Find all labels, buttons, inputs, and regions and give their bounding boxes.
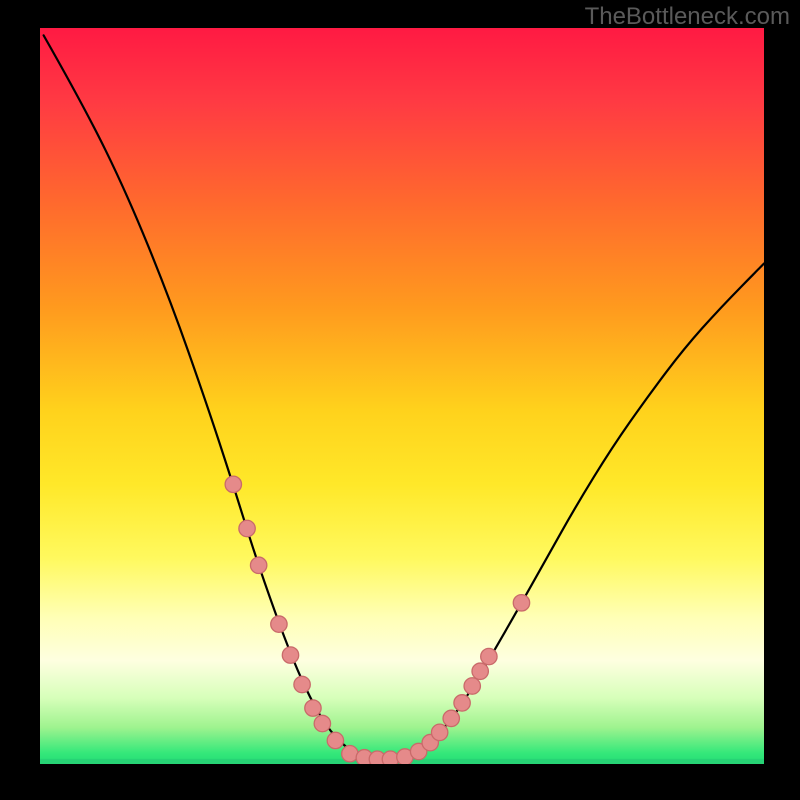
data-marker (431, 724, 447, 740)
data-marker (472, 663, 488, 679)
data-marker (464, 678, 480, 694)
gradient-background (40, 28, 764, 764)
data-marker (314, 715, 330, 731)
data-marker (239, 520, 255, 536)
data-marker (443, 710, 459, 726)
data-marker (327, 732, 343, 748)
plot-svg (40, 28, 764, 764)
data-marker (250, 557, 266, 573)
data-marker (271, 616, 287, 632)
plot-area (40, 28, 764, 764)
data-marker (305, 700, 321, 716)
chart-frame: TheBottleneck.com (0, 0, 800, 800)
data-marker (225, 476, 241, 492)
data-marker (342, 746, 358, 762)
data-marker (454, 695, 470, 711)
data-marker (481, 648, 497, 664)
data-marker (513, 595, 529, 611)
data-marker (294, 676, 310, 692)
data-marker (282, 647, 298, 663)
watermark-text: TheBottleneck.com (585, 3, 790, 31)
